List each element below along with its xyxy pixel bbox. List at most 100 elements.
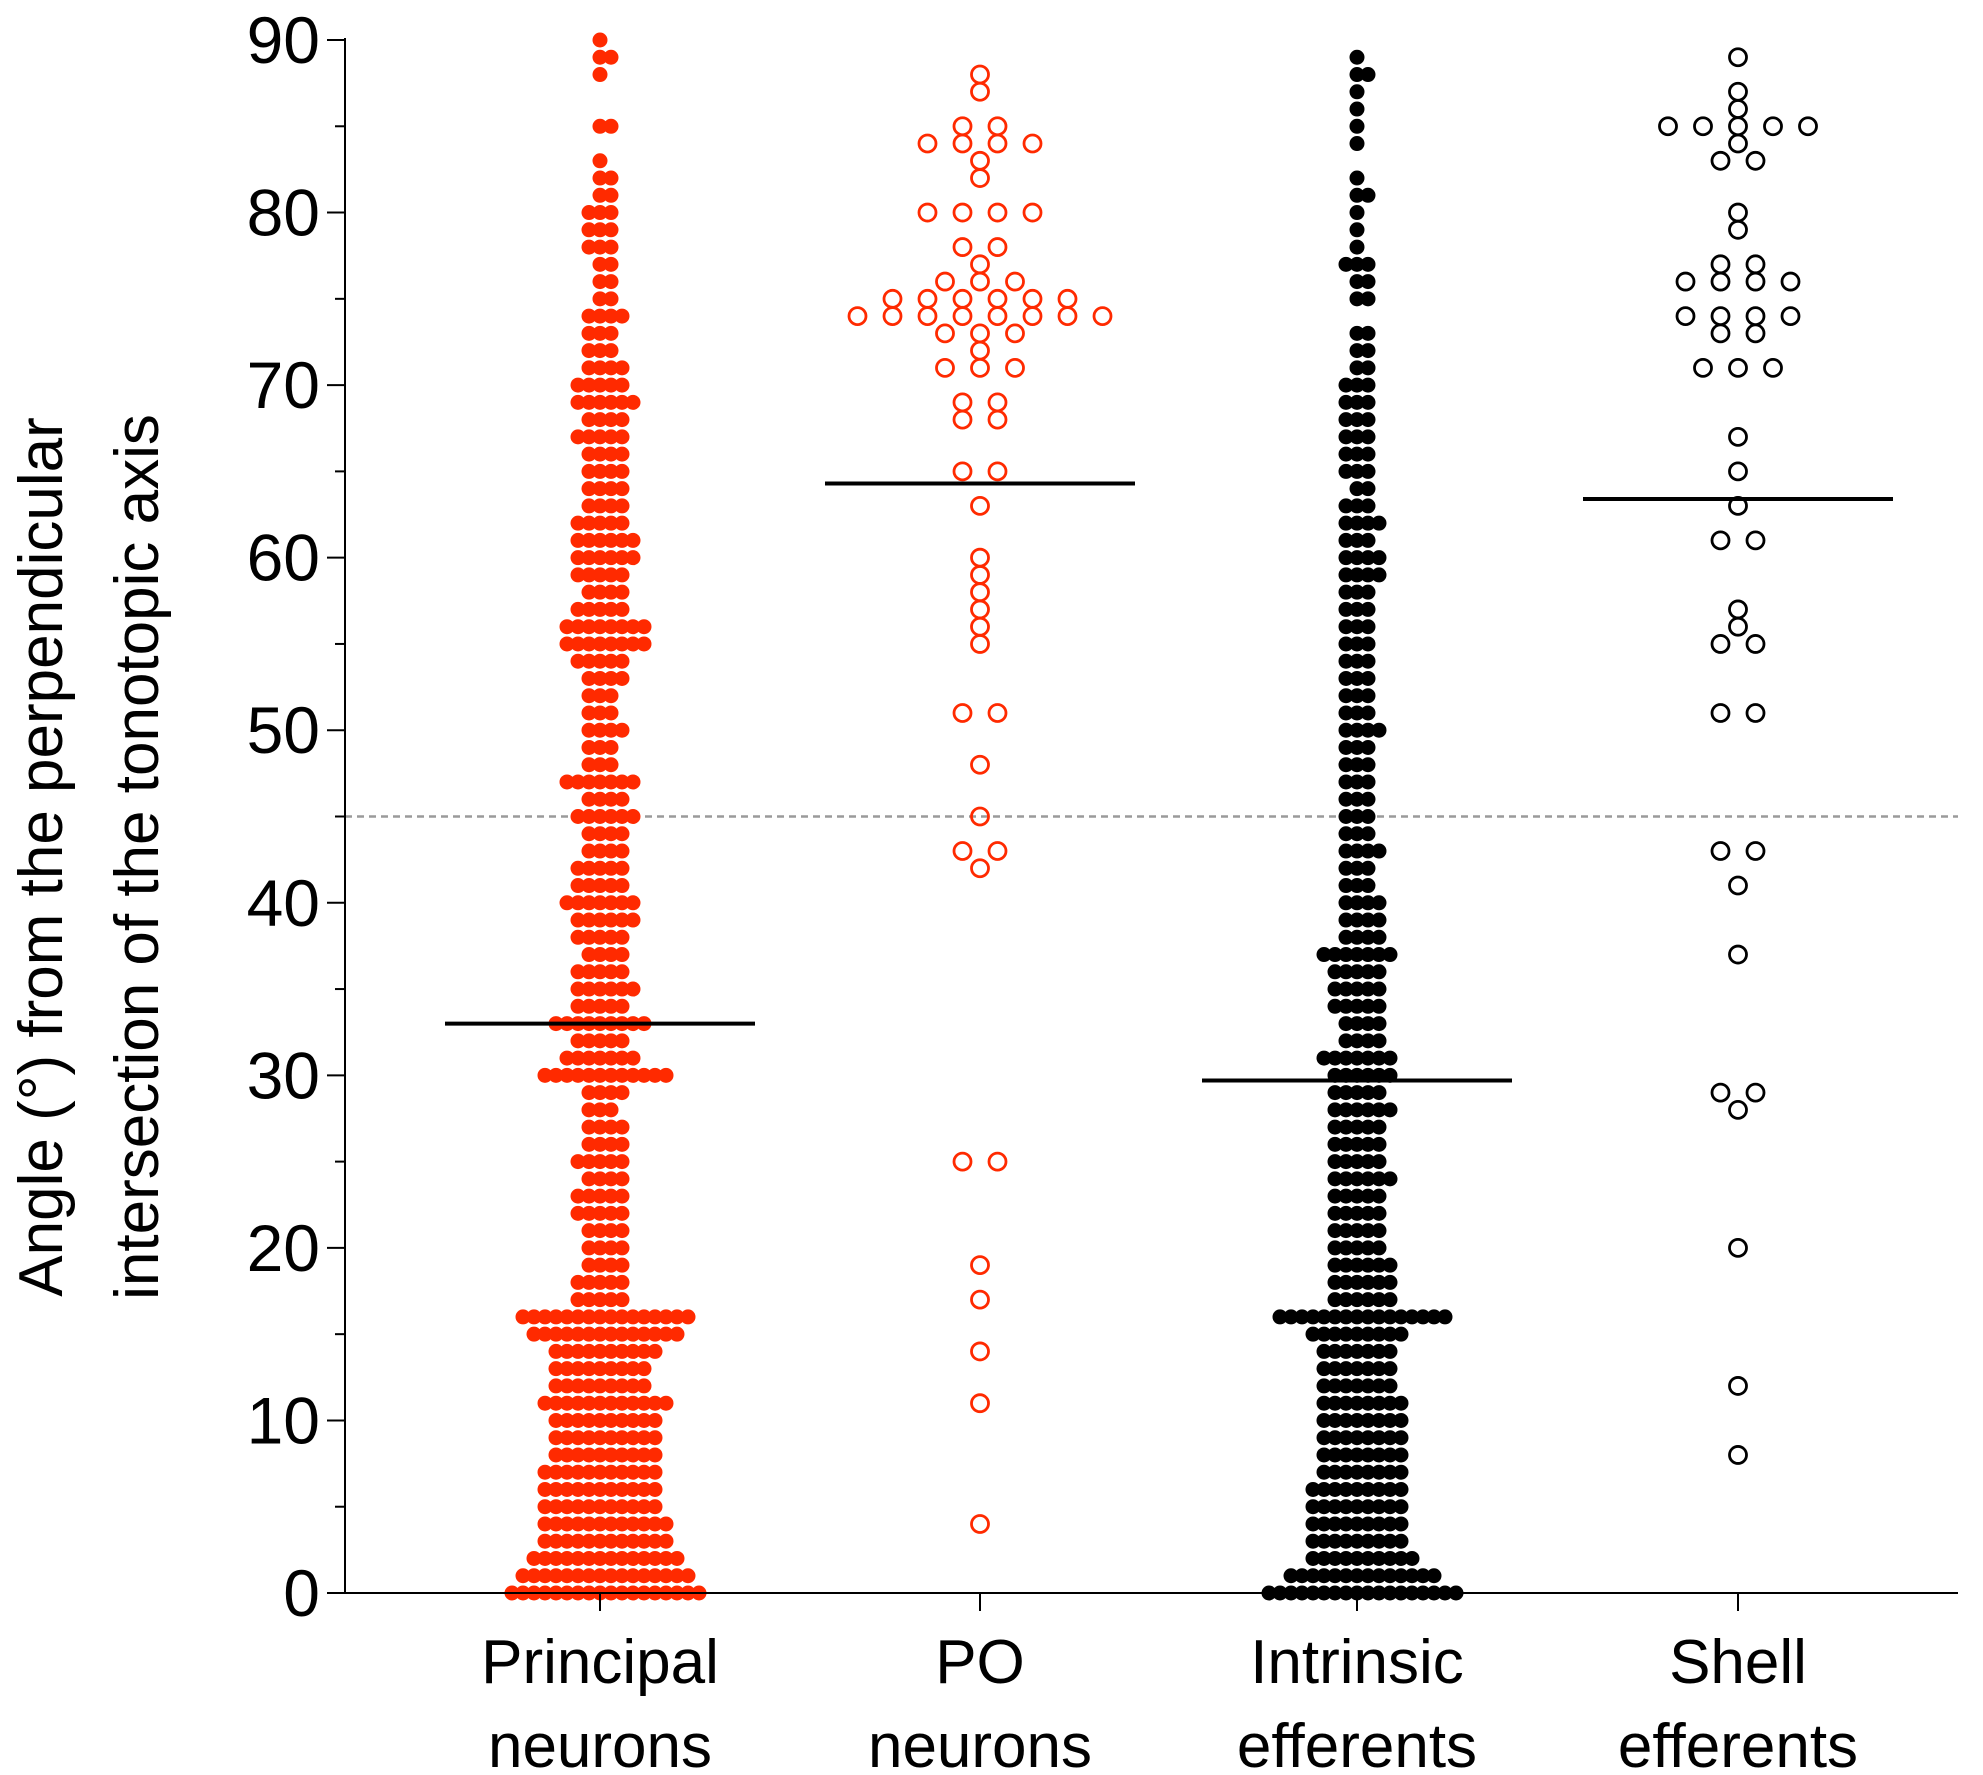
data-point	[1338, 1205, 1354, 1221]
data-point	[1404, 1309, 1420, 1325]
data-point	[548, 1533, 564, 1549]
data-point	[581, 222, 597, 238]
data-point	[1371, 1326, 1387, 1342]
data-point	[1338, 532, 1354, 548]
data-point	[603, 1395, 619, 1411]
data-point	[1349, 1292, 1365, 1308]
data-point	[603, 1171, 619, 1187]
data-point	[581, 1171, 597, 1187]
data-point	[603, 964, 619, 980]
data-point	[1360, 1550, 1376, 1566]
data-point	[559, 1481, 575, 1497]
data-point	[1338, 1292, 1354, 1308]
data-point	[548, 1430, 564, 1446]
data-point	[1745, 323, 1766, 344]
data-point	[1360, 1343, 1376, 1359]
data-point	[614, 809, 630, 824]
data-point	[1360, 550, 1376, 566]
data-point	[1382, 1050, 1398, 1066]
data-point	[614, 791, 630, 807]
data-point	[614, 1378, 630, 1394]
data-point	[570, 429, 586, 445]
data-point	[1316, 1050, 1332, 1066]
data-point	[1005, 323, 1025, 344]
data-point	[970, 1393, 990, 1414]
data-point	[669, 1309, 685, 1325]
data-point	[1360, 670, 1376, 686]
data-point	[970, 254, 990, 275]
data-point	[1327, 1154, 1343, 1170]
data-point	[1382, 1550, 1398, 1566]
series-intrinsic	[1261, 49, 1464, 1601]
data-point	[570, 895, 586, 911]
data-point	[1360, 1309, 1376, 1325]
data-point	[603, 739, 619, 755]
data-point	[1349, 1343, 1365, 1359]
data-point	[559, 1412, 575, 1428]
data-point	[592, 912, 608, 928]
data-point	[603, 550, 619, 566]
data-point	[1371, 1533, 1387, 1549]
data-point	[592, 895, 608, 911]
data-point	[669, 1568, 685, 1584]
data-point	[658, 1533, 674, 1549]
category-label-principal-line-2: neurons	[488, 1712, 712, 1775]
data-point	[1338, 1119, 1354, 1135]
data-point	[1305, 1499, 1321, 1515]
data-point	[603, 670, 619, 686]
data-point	[658, 1326, 674, 1342]
data-point	[1393, 1481, 1409, 1497]
data-point	[625, 1499, 641, 1515]
data-point	[603, 308, 619, 324]
data-point	[1338, 878, 1354, 894]
data-point	[1360, 532, 1376, 548]
data-point	[570, 1361, 586, 1377]
data-point	[570, 1430, 586, 1446]
data-point	[581, 394, 597, 410]
data-point	[952, 202, 973, 223]
data-point	[1371, 843, 1387, 859]
data-point	[636, 1395, 652, 1411]
data-point	[581, 446, 597, 462]
data-point	[1360, 688, 1376, 704]
data-point	[1658, 116, 1678, 137]
data-point	[592, 1033, 608, 1049]
data-point	[1371, 1343, 1387, 1359]
data-point	[570, 1516, 586, 1532]
data-point	[614, 515, 630, 531]
data-point	[1360, 1205, 1376, 1221]
data-point	[603, 1257, 619, 1273]
data-point	[1360, 1171, 1376, 1187]
data-point	[1338, 412, 1354, 428]
data-point	[603, 1481, 619, 1497]
data-point	[581, 1412, 597, 1428]
data-point	[1349, 343, 1365, 359]
data-point	[1349, 394, 1365, 410]
data-point	[1728, 875, 1748, 896]
category-label-po-line-2: neurons	[868, 1712, 1092, 1775]
data-point	[548, 1481, 564, 1497]
data-point	[1360, 878, 1376, 894]
data-point	[1338, 1240, 1354, 1256]
data-point	[592, 1257, 608, 1273]
data-point	[603, 498, 619, 514]
data-point	[1349, 1412, 1365, 1428]
data-point	[614, 1292, 630, 1308]
data-point	[515, 1309, 531, 1325]
data-point	[1338, 998, 1354, 1014]
data-point	[935, 271, 955, 292]
data-point	[647, 1412, 663, 1428]
data-point	[1360, 291, 1376, 307]
data-point	[603, 394, 619, 410]
data-point	[1349, 895, 1365, 911]
data-point	[1338, 1464, 1354, 1480]
data-point	[970, 1289, 990, 1310]
data-point	[1338, 826, 1354, 842]
series-shell	[1658, 47, 1818, 1465]
data-point	[647, 1447, 663, 1463]
data-point	[603, 895, 619, 911]
data-point	[1327, 1257, 1343, 1273]
data-point	[603, 1464, 619, 1480]
data-point	[603, 878, 619, 894]
data-point	[603, 1067, 619, 1083]
